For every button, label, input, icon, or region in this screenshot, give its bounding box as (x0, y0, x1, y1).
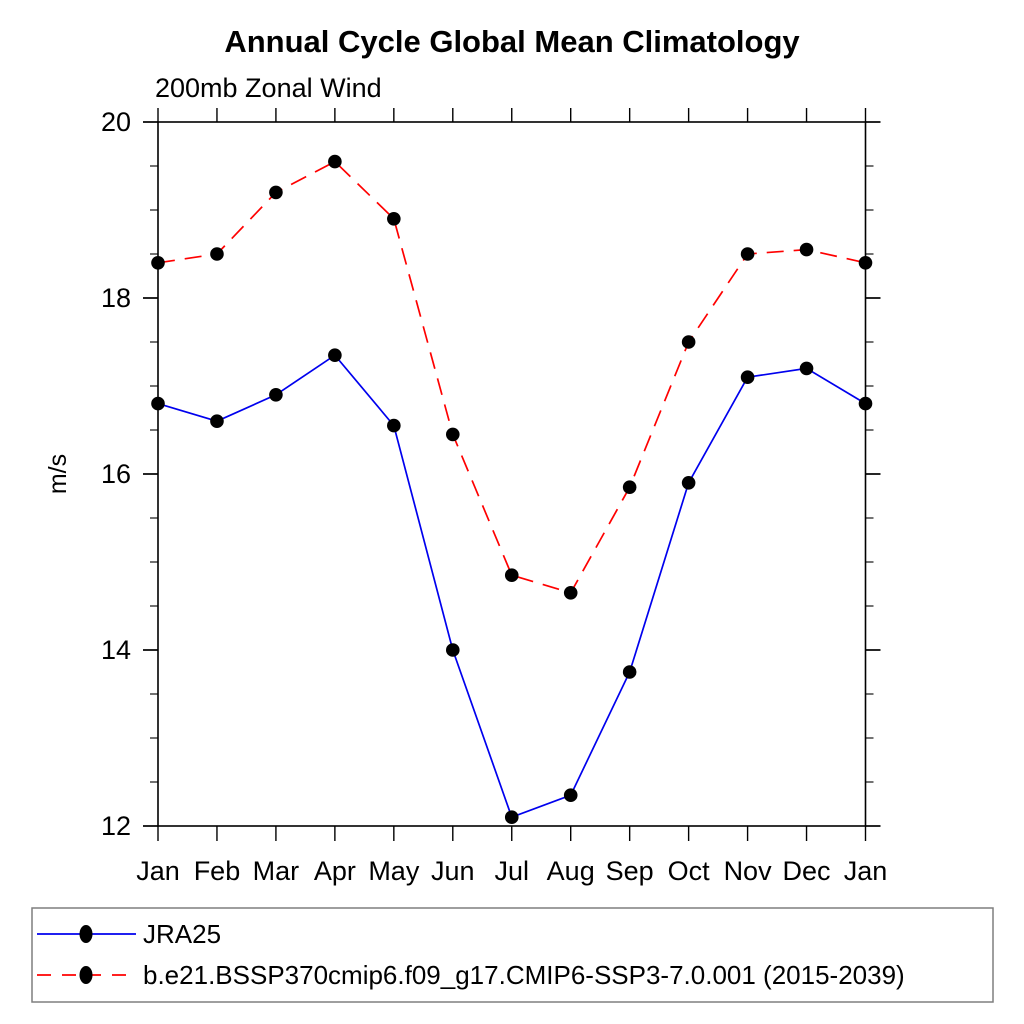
legend-label-model: b.e21.BSSP370cmip6.f09_g17.CMIP6-SSP3-7.… (143, 960, 905, 990)
data-series (151, 154, 873, 824)
data-point-marker (504, 568, 519, 582)
data-point-marker (210, 247, 224, 261)
x-tick-label: Oct (668, 856, 711, 886)
legend-box (31, 907, 994, 1003)
data-point-marker (563, 586, 578, 600)
data-point-marker (151, 255, 165, 270)
data-point-marker (622, 480, 637, 495)
legend-entry-model: b.e21.BSSP370cmip6.f09_g17.CMIP6-SSP3-7.… (37, 960, 905, 990)
plot-border (157, 121, 867, 827)
x-tick-label: May (368, 856, 420, 886)
legend-entry-jra25: JRA25 (37, 919, 221, 949)
data-point-marker (328, 348, 342, 363)
axis-tick-labels: Jan Feb Mar Apr May Jun Jul Aug Sep Oct Nov Dec Jan1… (101, 107, 887, 886)
x-tick-label: Jan (844, 856, 888, 886)
data-point-marker (740, 247, 755, 261)
x-tick-label: Mar (253, 856, 300, 886)
x-tick-label: Apr (314, 856, 356, 886)
legend: JRA25 b.e21.BSSP370cmip6.f09_g17.CMIP6-S… (31, 907, 994, 1003)
data-point-marker (622, 665, 637, 679)
y-tick-label: 16 (101, 459, 131, 489)
y-tick-label: 18 (101, 283, 131, 313)
x-tick-label: Sep (606, 856, 654, 886)
data-point-marker (269, 388, 283, 402)
x-tick-label: Jul (494, 856, 529, 886)
series-line-jra25 (157, 354, 866, 819)
data-point-marker (858, 396, 873, 411)
chart-subtitle: 200mb Zonal Wind (155, 73, 382, 103)
legend-marker-jra25 (79, 925, 93, 943)
y-tick-label: 12 (101, 811, 131, 841)
data-point-marker (681, 476, 696, 490)
data-point-marker (269, 185, 283, 200)
plot-frame (157, 121, 867, 827)
data-point-marker (151, 396, 165, 411)
data-point-marker (799, 361, 814, 376)
data-point-marker (387, 212, 401, 226)
x-tick-label: Nov (724, 856, 773, 886)
x-tick-label: Jan (136, 856, 180, 886)
x-tick-label: Dec (783, 856, 831, 886)
data-point-marker (445, 427, 460, 442)
x-tick-label: Aug (547, 856, 595, 886)
legend-label-jra25: JRA25 (143, 919, 221, 949)
data-point-marker (858, 255, 873, 270)
y-tick-label: 20 (101, 107, 131, 137)
data-point-marker (504, 810, 519, 824)
chart-title: Annual Cycle Global Mean Climatology (224, 24, 800, 59)
data-point-marker (740, 370, 755, 385)
axis-ticks (143, 108, 881, 841)
data-point-marker (210, 414, 224, 429)
data-point-marker (563, 788, 578, 802)
legend-marker-model (79, 966, 93, 984)
data-point-marker (387, 418, 401, 433)
series-line-model (157, 160, 866, 594)
y-tick-label: 14 (101, 635, 131, 665)
y-axis-label: m/s (44, 454, 72, 494)
data-point-marker (328, 154, 342, 169)
x-tick-label: Feb (194, 856, 241, 886)
data-point-marker (799, 242, 814, 257)
data-point-marker (681, 335, 696, 349)
data-point-marker (445, 643, 460, 657)
x-tick-label: Jun (431, 856, 475, 886)
